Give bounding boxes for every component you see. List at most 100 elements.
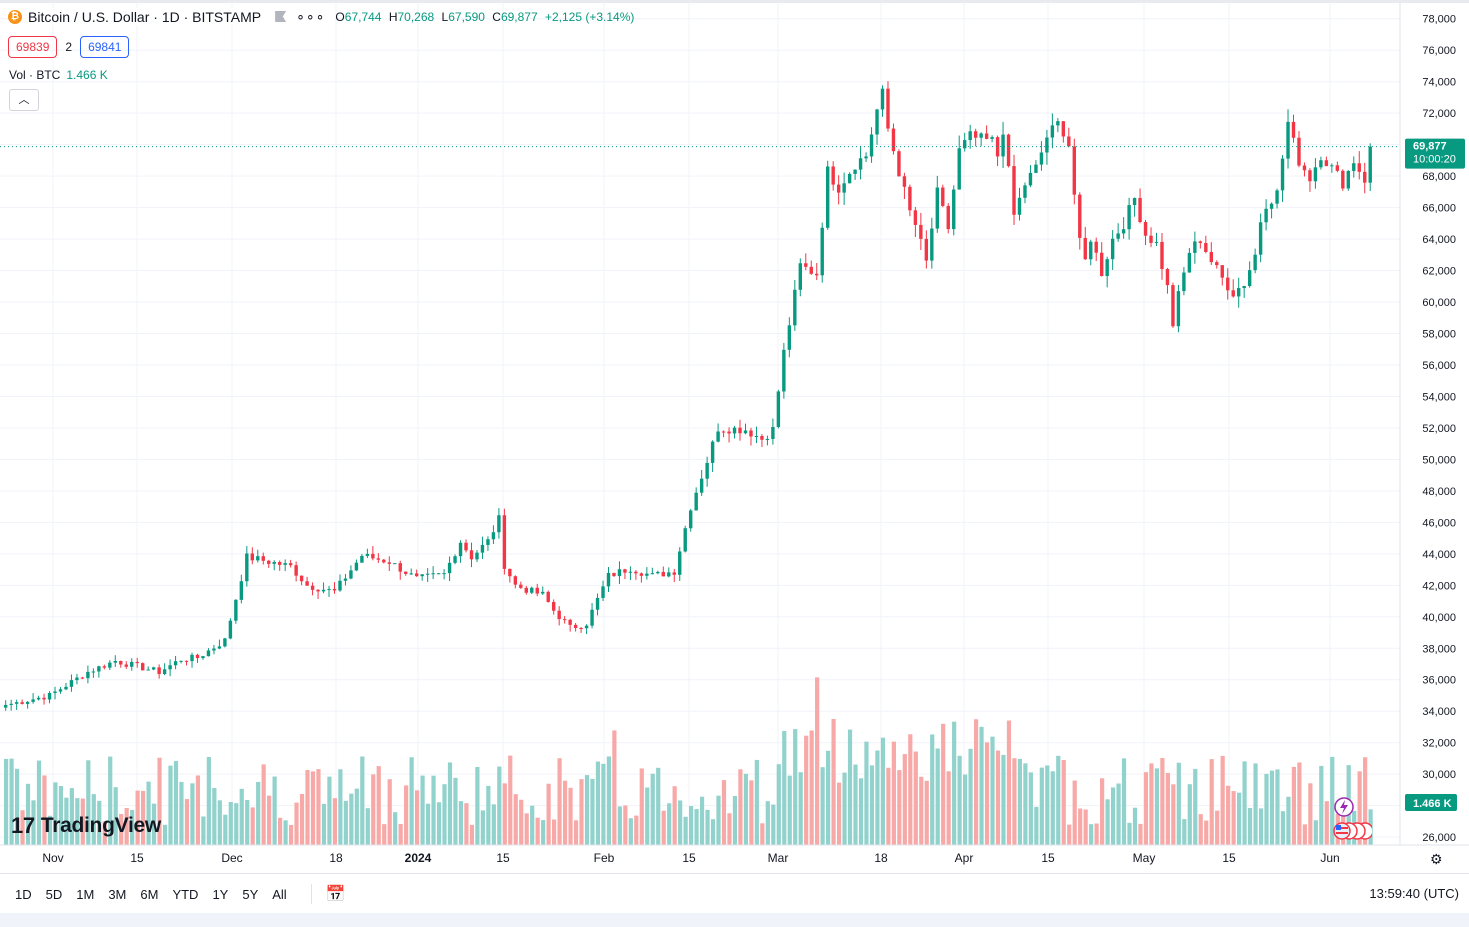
candle-body [9,703,13,705]
range-5y[interactable]: 5Y [242,886,259,902]
candle-body [464,542,468,551]
volume-bar [601,763,606,845]
volume-bar [1017,758,1022,845]
volume-bar [1176,762,1181,845]
candle-body [1363,171,1367,183]
volume-bar [261,764,266,845]
candle-body [234,599,238,621]
gear-icon[interactable]: ⚙ [1430,851,1443,867]
candle-body [699,478,704,493]
candle-body [639,573,644,576]
candle-body [108,662,112,668]
range-6m[interactable]: 6M [140,886,159,902]
volume-bar [804,735,809,845]
candle-body [278,562,282,565]
sell-button[interactable]: 69839 [8,36,58,58]
x-tick-label: May [1133,851,1156,865]
candle-body [1291,121,1296,138]
candle-body [1154,241,1159,243]
candle-body [897,151,901,177]
candle-body [743,430,748,434]
volume-bar [239,788,244,845]
flag-icon[interactable] [275,11,287,22]
volume-bar [64,797,69,845]
volume-label: Vol · BTC [9,68,61,82]
volume-bar [1154,768,1159,845]
volume-bar [135,790,140,845]
volume-bar [1034,806,1039,845]
candle-body [1017,197,1022,215]
candle-body [332,588,337,591]
candle-body [447,562,452,574]
symbol-title[interactable]: Bitcoin / U.S. Dollar · 1D · BITSTAMP [28,8,262,25]
more-icon[interactable]: ∘∘∘ [296,8,326,24]
candle-body [672,572,676,575]
volume-bar [382,824,387,845]
y-tick-label: 56,000 [1422,360,1456,372]
volume-bar [771,804,776,845]
volume-bar [102,821,107,845]
candle-body [365,553,370,556]
buy-button[interactable]: 69841 [80,36,130,58]
candle-body [634,571,638,574]
collapse-legend-button[interactable]: ︿ [9,89,39,111]
candle-body [1138,197,1142,222]
y-tick-label: 40,000 [1422,612,1456,624]
calendar-icon[interactable]: 📅 [310,884,346,904]
chevron-up-icon: ︿ [18,94,30,106]
volume-bar [1100,778,1105,845]
volume-bar [595,761,601,845]
volume-bar [1330,756,1335,845]
tradingview-logo[interactable]: 17 TradingView [11,813,161,839]
y-tick-label: 48,000 [1422,486,1456,498]
candle-body [376,558,381,560]
candle-body [1308,170,1312,182]
range-1d[interactable]: 1D [15,886,32,902]
range-ytd[interactable]: YTD [172,886,199,902]
candle-body [858,158,863,170]
candle-body [14,702,19,704]
y-tick-label: 36,000 [1422,675,1456,687]
volume-bar [650,773,655,845]
volume-bar [288,824,294,845]
utc-clock[interactable]: 13:59:40 (UTC) [1369,886,1459,901]
event-markers[interactable] [1332,796,1372,844]
volume-bar [447,762,453,845]
range-5d[interactable]: 5D [45,886,63,902]
volume-bar [409,757,414,845]
candle-body [469,550,474,560]
candle-body [776,391,781,427]
candle-body [1012,166,1016,215]
candle-body [749,430,753,437]
x-tick-label: Feb [594,851,615,865]
candle-body [1132,197,1137,206]
volume-bar [1198,814,1203,845]
candle-body [760,436,764,440]
range-all[interactable]: All [272,886,287,902]
volume-bar [469,824,474,845]
volume-bar [184,799,190,845]
price-chart[interactable]: 78,00076,00074,00072,00070,00068,00066,0… [0,0,1469,873]
x-tick-label: Mar [768,851,789,865]
candle-body [595,597,600,610]
volume-bar [606,756,611,845]
volume-bar [864,741,869,845]
candle-body [162,669,167,675]
candle-body [256,556,260,561]
range-3m[interactable]: 3M [108,886,127,902]
candle-body [1176,291,1181,327]
y-tick-label: 66,000 [1422,203,1456,215]
range-1m[interactable]: 1M [76,886,95,902]
volume-bar [190,783,195,845]
candle-body [173,661,178,666]
candle-body [524,587,528,593]
volume-bar [420,775,425,845]
volume-bar [168,765,173,845]
volume-bar [579,779,584,845]
candle-body [689,510,693,529]
range-1y[interactable]: 1Y [212,886,229,902]
candle-body [475,552,479,560]
x-tick-label: Dec [221,851,242,865]
candle-body [151,667,156,670]
candle-body [1231,290,1235,297]
